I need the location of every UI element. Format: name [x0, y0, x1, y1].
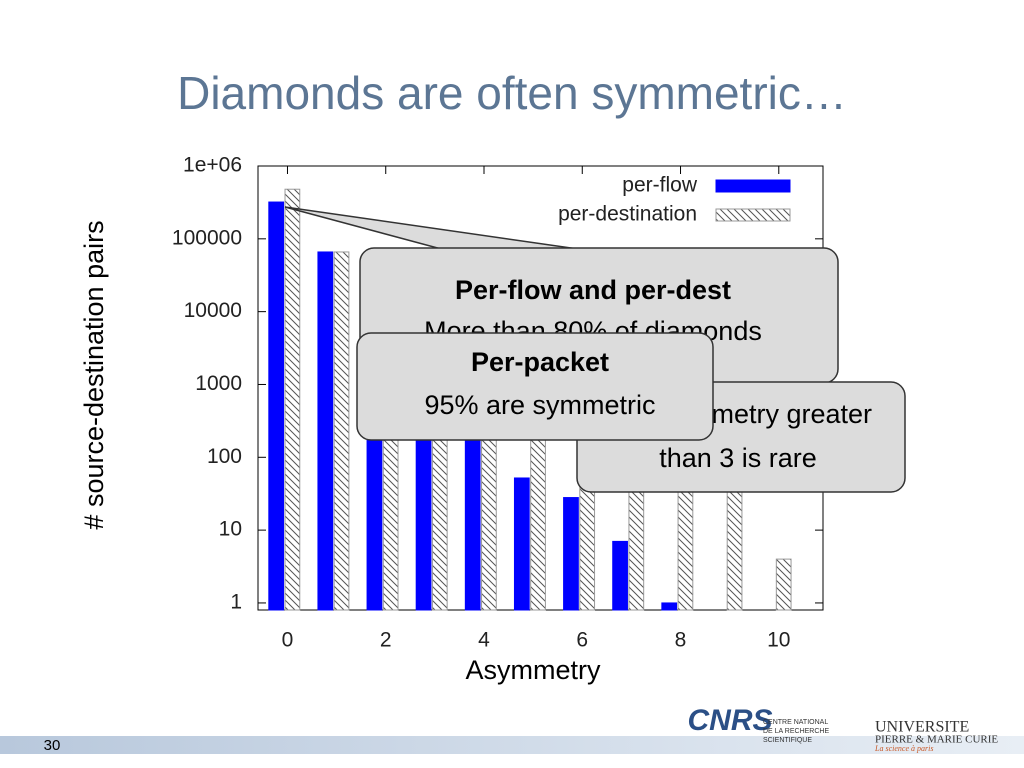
- x-tick-label: 2: [380, 629, 392, 652]
- logos: CNRS CENTRE NATIONAL DE LA RECHERCHE SCI…: [687, 704, 998, 753]
- legend-label: per-flow: [622, 174, 698, 197]
- x-tick-label: 8: [675, 629, 687, 652]
- logo-text: SCIENTIFIQUE: [763, 737, 812, 744]
- y-tick-label: 1: [230, 590, 242, 613]
- logo-text: La science à paris: [874, 744, 933, 753]
- y-tick-label: 100: [207, 445, 242, 468]
- x-tick-label: 0: [282, 629, 294, 652]
- bar: [513, 477, 530, 611]
- bar: [612, 540, 628, 611]
- logo-text: UNIVERSITE: [875, 719, 969, 736]
- logo-text: CENTRE NATIONAL: [763, 719, 828, 726]
- x-tick-label: 6: [576, 629, 588, 652]
- bar: [317, 251, 334, 611]
- logo-text: DE LA RECHERCHE: [763, 728, 829, 735]
- x-tick-label: 4: [478, 629, 490, 652]
- y-tick-label: 10000: [184, 299, 242, 322]
- callout-text: 95% are symmetric: [424, 390, 655, 420]
- x-tick-label: 10: [767, 629, 790, 652]
- slide-title: Diamonds are often symmetric…: [177, 67, 847, 119]
- bar: [628, 472, 645, 611]
- plot: 1 10 100 1000 10000 100000 1e+06 0 2 4 6 8 10 per-flo…: [172, 154, 824, 652]
- logo-text: PIERRE & MARIE CURIE: [875, 734, 998, 746]
- y-tick-label: 1000: [195, 372, 242, 395]
- bar: [661, 602, 678, 611]
- footer-bar: [0, 736, 1024, 754]
- callout-pointer: [284, 206, 586, 251]
- legend-swatch: [715, 179, 791, 193]
- logo-text: CNRS: [687, 704, 772, 737]
- callout-text: than 3 is rare: [659, 443, 817, 473]
- callout-box: [356, 332, 714, 441]
- bar: [284, 188, 301, 611]
- legend-swatch: [715, 208, 791, 222]
- bar: [464, 434, 481, 611]
- x-axis-label: Asymmetry: [466, 655, 602, 685]
- callout-heading: Per-flow and per-dest: [455, 275, 731, 305]
- slide-number: 30: [44, 737, 61, 754]
- legend-label: per-destination: [558, 203, 697, 226]
- y-tick-label: 100000: [172, 226, 242, 249]
- y-tick-label: 1e+06: [183, 154, 242, 177]
- y-tick-label: 10: [219, 518, 242, 541]
- bar: [333, 251, 350, 611]
- bar: [530, 412, 546, 611]
- annotations: Per-flow and per-dest More than 80% of d…: [284, 206, 906, 493]
- bar: [268, 201, 285, 611]
- callout-heading: Per-packet: [471, 347, 609, 377]
- bar: [726, 485, 743, 611]
- bar: [563, 497, 579, 611]
- bar: [775, 558, 792, 611]
- bar: [677, 485, 694, 611]
- y-axis-label: # source-destination pairs: [79, 220, 109, 529]
